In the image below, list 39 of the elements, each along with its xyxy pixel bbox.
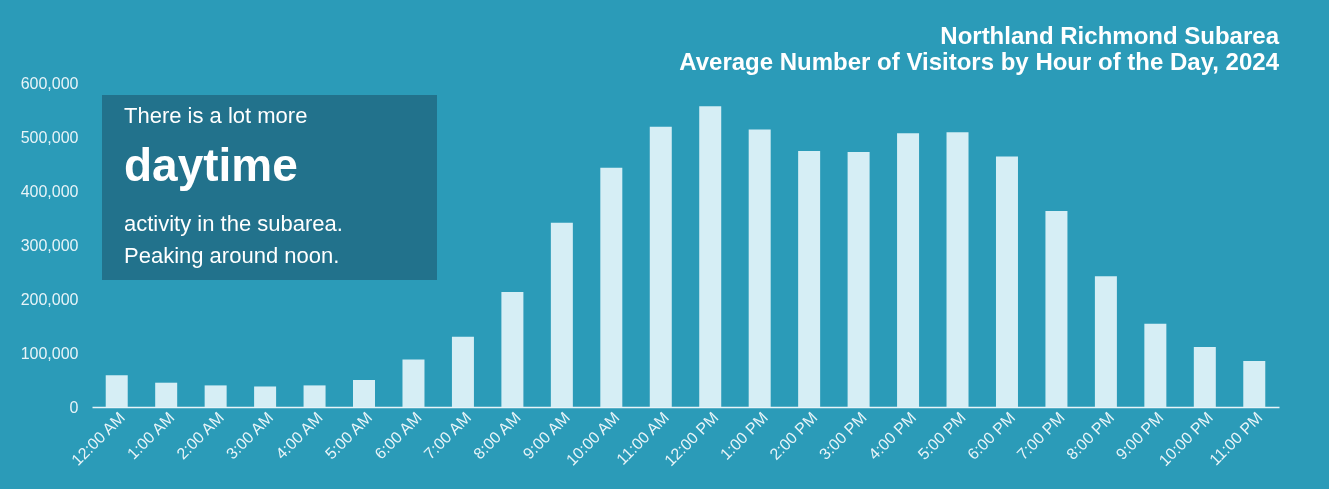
annotation: activity in the subarea. [124, 211, 343, 236]
bar [204, 385, 227, 407]
annotation: daytime [124, 139, 298, 191]
bar [1243, 361, 1266, 407]
bar [353, 380, 376, 407]
bar [1094, 276, 1117, 407]
bar [699, 106, 722, 407]
bar [847, 152, 870, 407]
bar [649, 126, 672, 407]
y-tick-label: 200,000 [20, 290, 79, 308]
y-tick-label: 100,000 [20, 344, 79, 362]
bar [1144, 323, 1167, 407]
bar [155, 382, 178, 407]
bar [946, 132, 969, 407]
bar [1193, 347, 1216, 407]
bar [748, 129, 771, 407]
text: Average Number of Visitors by Hour of the Day, 2024 [679, 48, 1279, 75]
y-tick-label: 0 [69, 398, 79, 416]
bar [303, 385, 326, 407]
bar [402, 359, 425, 407]
y-tick-label: 300,000 [20, 236, 79, 254]
text: Northland Richmond Subarea [940, 22, 1279, 49]
bar [600, 167, 623, 407]
bar [550, 222, 573, 407]
x-tick-label: 4:00 AM [272, 408, 326, 463]
bar [105, 375, 128, 407]
y-tick-label: 600,000 [20, 74, 79, 92]
bar [995, 156, 1018, 407]
bar [451, 336, 474, 407]
annotation: There is a lot more [124, 103, 308, 128]
bar [798, 151, 821, 407]
x-tick-label: 8:00 AM [470, 408, 524, 463]
y-tick-label: 500,000 [20, 128, 79, 146]
bar [897, 133, 920, 407]
bar [501, 291, 524, 407]
annotation: Peaking around noon. [124, 243, 340, 268]
bar [254, 386, 277, 407]
y-tick-label: 400,000 [20, 182, 79, 200]
bar [1045, 210, 1068, 407]
